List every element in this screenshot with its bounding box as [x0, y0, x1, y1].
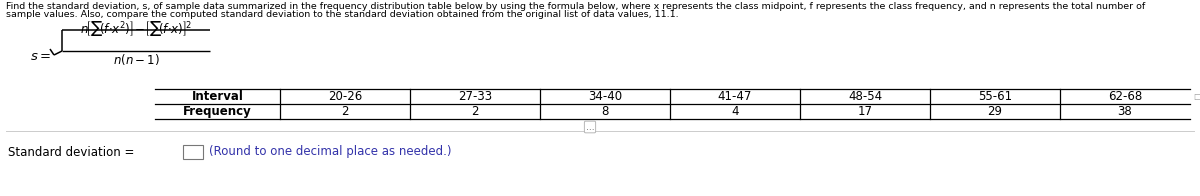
Text: sample values. Also, compare the computed standard deviation to the standard dev: sample values. Also, compare the compute… [6, 10, 679, 19]
Text: ...: ... [586, 122, 594, 132]
Text: 48-54: 48-54 [848, 90, 882, 103]
Text: $n\!\left[\sum\!\left(f{\cdot}x^2\right)\right]\!-\!\left[\sum\!\left(f{\cdot}x\: $n\!\left[\sum\!\left(f{\cdot}x^2\right)… [80, 19, 192, 38]
Text: (Round to one decimal place as needed.): (Round to one decimal place as needed.) [209, 145, 451, 159]
Text: 2: 2 [341, 105, 349, 118]
Text: Frequency: Frequency [184, 105, 252, 118]
Text: 17: 17 [858, 105, 872, 118]
Text: 20-26: 20-26 [328, 90, 362, 103]
Text: 29: 29 [988, 105, 1002, 118]
Text: 27-33: 27-33 [458, 90, 492, 103]
Text: 2: 2 [472, 105, 479, 118]
Text: $n(n-1)$: $n(n-1)$ [113, 52, 160, 67]
Text: 8: 8 [601, 105, 608, 118]
Text: □: □ [1193, 92, 1200, 101]
Text: Standard deviation =: Standard deviation = [8, 145, 134, 159]
Text: Interval: Interval [192, 90, 244, 103]
Text: 55-61: 55-61 [978, 90, 1012, 103]
Text: 41-47: 41-47 [718, 90, 752, 103]
Text: $s =$: $s =$ [30, 50, 52, 63]
Text: 34-40: 34-40 [588, 90, 622, 103]
FancyBboxPatch shape [182, 145, 203, 159]
Text: Find the standard deviation, s, of sample data summarized in the frequency distr: Find the standard deviation, s, of sampl… [6, 2, 1145, 11]
Text: 38: 38 [1117, 105, 1133, 118]
Text: 62-68: 62-68 [1108, 90, 1142, 103]
Text: 4: 4 [731, 105, 739, 118]
